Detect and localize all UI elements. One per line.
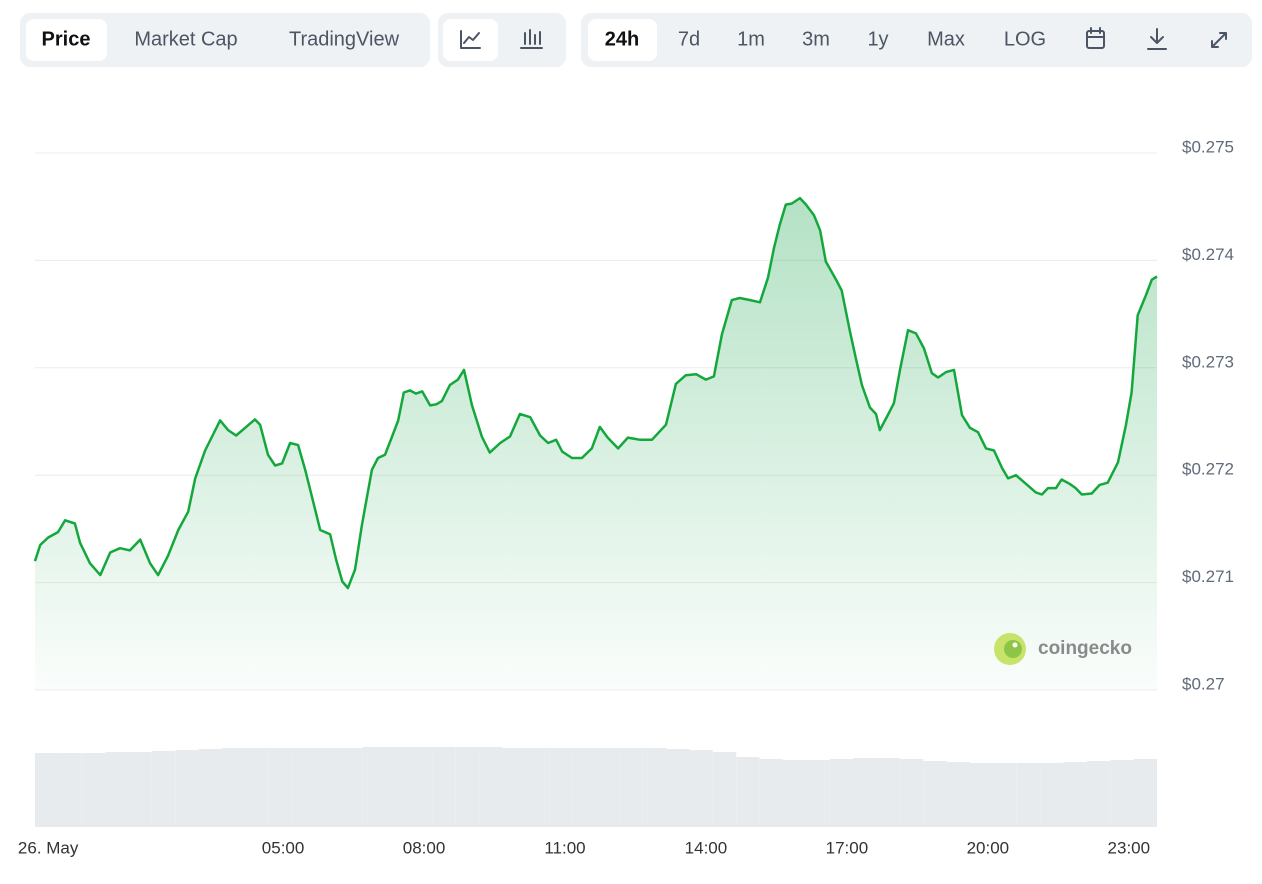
x-tick-label: 20:00 [967,838,1010,857]
range-group [581,13,1252,67]
x-tick-label: 26. May [18,838,79,857]
volume-bar [783,760,807,827]
logo [1012,642,1018,648]
volume-bar [1133,759,1157,827]
x-tick-label: 08:00 [403,838,446,857]
volume-bar [385,747,409,827]
x-tick-label: 14:00 [685,838,728,857]
volume-bar [759,759,783,827]
toolbar: Price Market Cap TradingView 24h 7d 1m 3… [20,13,1252,67]
y-tick-label: $0.273 [1182,352,1234,371]
volume-bar [479,747,503,827]
volume-bar [689,750,713,827]
volume-bar [151,751,176,827]
volume-bar [1016,763,1041,827]
volume-bar [222,748,246,827]
volume-bar [58,753,82,827]
volume-bar [105,752,129,827]
range-button[interactable]: 1m [737,28,765,50]
volume-bar [1040,763,1064,827]
tab-group [20,13,430,67]
plot: $0.27 $0.271 $0.272 $0.273 $0.274 $0.275 26. M… [18,137,1234,857]
volume-bar [572,748,596,827]
volume-bar [829,759,854,827]
volume-bar [409,747,433,827]
log-button[interactable]: LOG [1004,28,1046,50]
volume-bar [619,748,643,827]
volume-bar [923,761,947,827]
y-tick-label: $0.27 [1182,674,1225,693]
y-tick-label: $0.271 [1182,567,1234,586]
logo [1004,640,1022,658]
price-line [33,196,1158,590]
watermark-text: coingecko [1038,638,1132,659]
volume-bar [268,748,293,827]
volume-bar [853,758,877,827]
volume-bar [946,762,970,827]
candle-chart-icon[interactable] [520,29,543,49]
volume-bar [35,753,59,827]
volume-bar [175,750,199,827]
volume-bar [642,748,667,827]
y-tick-label: $0.272 [1182,460,1234,479]
area-fill [35,198,1157,690]
download-icon[interactable] [1147,28,1167,50]
volume-bar [1063,762,1087,827]
volume-bar [899,759,924,827]
volume-bar [292,748,316,827]
volume-bar [876,758,900,827]
volume-bar [806,760,830,827]
volume-bar [1086,761,1111,827]
x-tick-label: 11:00 [544,838,585,857]
volume-bar [455,747,480,827]
active-range-bg [588,19,657,61]
volume-bar [245,748,269,827]
range-button[interactable]: 3m [802,28,830,50]
volume-bar [1110,760,1134,827]
x-tick-label: 17:00 [826,838,869,857]
volume-bar [502,748,526,827]
range-button[interactable]: 1y [867,28,888,50]
range-button[interactable]: 24h [605,28,639,50]
y-tick-label: $0.274 [1182,245,1234,264]
volume-bar [736,757,760,827]
calendar-icon[interactable] [1086,27,1105,49]
volume-bar [81,753,106,827]
volume-bar [993,763,1017,827]
line-chart-icon[interactable] [460,30,481,49]
volume-bar [128,752,152,827]
volume-bar [315,748,339,827]
volume-bar [712,752,737,827]
volume-bar [970,763,994,827]
volume-bar [525,748,550,827]
x-tick-label: 23:00 [1108,838,1151,857]
watermark: coingecko [994,633,1132,665]
volume-bar [362,747,386,827]
x-tick-label: 05:00 [262,838,305,857]
range-button[interactable]: 7d [678,28,700,50]
active-tab-bg [26,19,107,61]
volume-bar [198,749,222,827]
active-type-bg [443,19,498,61]
fullscreen-icon[interactable] [1211,32,1227,48]
y-tick-label: $0.275 [1182,137,1234,156]
volume-bar [432,747,456,827]
volume-bar [549,748,573,827]
volume-bar [338,748,363,827]
volume-bar [596,748,620,827]
tab[interactable]: Price [42,28,91,50]
tab[interactable]: TradingView [289,28,400,50]
volume-bar [666,749,690,827]
tab[interactable]: Market Cap [134,28,237,50]
range-button[interactable]: Max [927,28,965,50]
